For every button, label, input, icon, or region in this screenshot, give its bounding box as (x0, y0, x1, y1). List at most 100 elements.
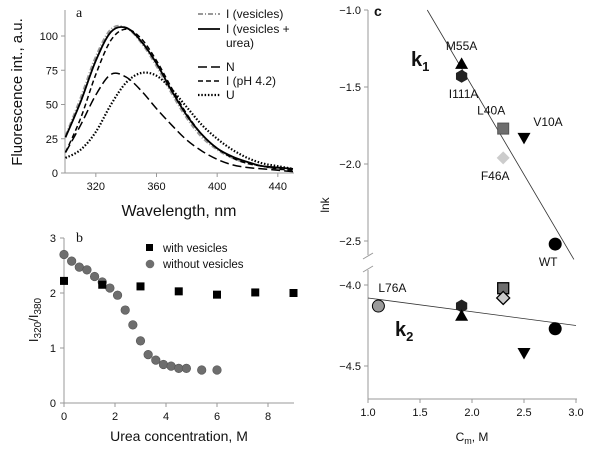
y-tick-label: 50 (46, 100, 58, 112)
y-label-sub: 320 (33, 321, 44, 338)
x-axis-label: Wavelength, nm (121, 203, 236, 220)
legend-marker-circle (145, 259, 155, 269)
y-tick-label: −1.5 (339, 82, 361, 94)
y-tick-label: −4.0 (339, 280, 361, 292)
series-line-3 (64, 72, 294, 173)
x-tick-label: 1.5 (412, 407, 427, 419)
data-point-with-vesicles (60, 276, 68, 285)
series-line-2 (64, 26, 294, 170)
rate-label-k1: k1 (411, 49, 429, 74)
k2-fit-line (367, 297, 577, 326)
marker-circle (548, 237, 562, 251)
rate-label-sub: 2 (406, 329, 413, 344)
x-tick-label: 2.0 (464, 407, 479, 419)
data-point-without-vesicles (128, 320, 138, 330)
data-point-without-vesicles (174, 363, 184, 373)
axis-break-mark (362, 265, 374, 273)
data-point-without-vesicles (89, 271, 100, 282)
panel-c-letter: c (374, 3, 382, 19)
y-tick-label: 0 (52, 168, 58, 180)
marker-triangle-up (455, 57, 469, 69)
legend-label: I (pH 4.2) (226, 74, 276, 88)
rate-label-sub: 1 (422, 59, 429, 74)
x-tick-label: 1.0 (360, 407, 375, 419)
y-tick-label: −2.0 (339, 159, 361, 171)
marker-triangle-down (517, 132, 531, 145)
panel-a: a 320 360 400 440 0 25 50 75 100 Wavelength, nm Fl… (9, 6, 294, 220)
data-point-with-vesicles (289, 289, 298, 297)
data-point-without-vesicles (197, 365, 207, 375)
x-axis-label: Urea concentration, M (110, 428, 248, 444)
y-axis-label: I320/I380 (26, 297, 44, 342)
legend-label: I (vesicles + urea) (226, 22, 290, 50)
y-axis-label: Fluorescence int., a.u. (9, 18, 26, 166)
x-label-sub: m (464, 436, 472, 446)
legend-label: N (226, 60, 235, 74)
marker-diamond (496, 151, 510, 165)
y-tick-label: −4.5 (339, 361, 361, 373)
y-label-sep: /I (26, 315, 41, 322)
x-tick-label: 2.5 (516, 407, 531, 419)
y-label-sub: 380 (33, 297, 44, 314)
rate-label-main: k (395, 319, 407, 341)
data-point-without-vesicles (158, 359, 169, 370)
data-point-without-vesicles (135, 336, 146, 346)
point-label: L76A (378, 281, 406, 295)
data-point-without-vesicles (212, 365, 222, 375)
panel-b-letter: b (76, 231, 83, 246)
series-line-1 (64, 24, 294, 172)
legend-label-line: urea) (226, 36, 254, 50)
y-label-main: I (26, 338, 41, 342)
data-point-without-vesicles (74, 262, 84, 272)
panel-a-letter: a (76, 6, 83, 21)
data-point-with-vesicles (136, 282, 145, 291)
data-point-without-vesicles (151, 355, 161, 365)
point-label: WT (539, 255, 558, 269)
data-point-without-vesicles (143, 350, 153, 360)
y-tick-label: 3 (50, 233, 56, 245)
point-label: L40A (477, 104, 505, 118)
marker-square (497, 122, 510, 135)
data-point-without-vesicles (67, 256, 77, 266)
x-tick-label: 4 (163, 411, 169, 423)
marker-hexagon (455, 299, 468, 313)
data-point-without-vesicles (82, 265, 92, 275)
x-tick-label: 8 (265, 411, 271, 423)
data-point-without-vesicles (105, 283, 115, 293)
rate-label-main: k (411, 49, 423, 71)
y-tick-label: 25 (46, 134, 58, 146)
axis-break-mark (362, 252, 374, 260)
x-label-tail: , M (472, 430, 489, 444)
data-point-with-vesicles (98, 280, 107, 289)
marker-circle (548, 322, 562, 336)
legend-label: without vesicles (162, 259, 244, 271)
y-tick-label: 0 (50, 398, 56, 410)
x-tick-label: 6 (214, 411, 220, 423)
point-label: I111A (449, 87, 479, 101)
data-point-without-vesicles (59, 249, 69, 260)
rate-label-k2: k2 (395, 319, 413, 344)
data-point-without-vesicles (112, 290, 123, 300)
panel-c: c 1.0 1.5 2.0 2.5 3.0 −1.0 −1.5 −2.0 −2.5 −4.0 −4.… (318, 3, 584, 446)
point-label: F46A (481, 169, 510, 183)
marker-triangle-up (455, 309, 469, 321)
y-tick-label: −1.0 (339, 5, 361, 17)
x-tick-label: 0 (61, 411, 67, 423)
legend-label: I (vesicles) (226, 7, 283, 21)
legend-marker-square (146, 244, 153, 251)
marker-triangle-down (517, 348, 531, 360)
marker-circle (371, 299, 385, 313)
marker-diamond (495, 290, 511, 306)
x-tick-label: 360 (147, 181, 165, 193)
y-tick-label: 1 (50, 343, 56, 355)
x-label-main: C (456, 430, 465, 444)
data-point-with-vesicles (251, 288, 260, 297)
data-point-with-vesicles (213, 290, 221, 299)
k1-fit-line (426, 9, 575, 260)
y-tick-label: 2 (50, 288, 56, 300)
x-tick-label: 2 (112, 411, 118, 423)
x-axis-label: Cm, M (456, 430, 489, 446)
data-point-without-vesicles (120, 305, 130, 315)
marker-hexagon (455, 69, 468, 83)
